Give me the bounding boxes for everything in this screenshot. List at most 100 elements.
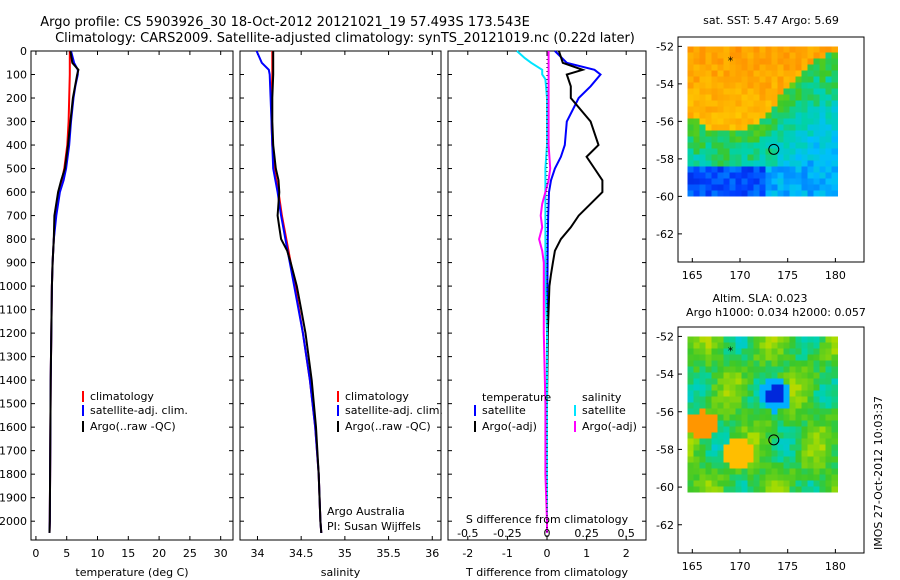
- depth-tick-label: 1600: [0, 421, 27, 434]
- diff-legend-title-salinity: salinity: [582, 391, 622, 404]
- depth-tick-label: 100: [6, 69, 27, 82]
- salinity-series-2: [271, 51, 323, 533]
- sla_map-ytick-label: -54: [656, 368, 674, 381]
- salinity-diff-tick-label: -0.5: [457, 527, 478, 540]
- depth-tick-label: 400: [6, 139, 27, 152]
- depth-tick-label: 1200: [0, 327, 27, 340]
- sla_map-float-marker: [768, 434, 780, 446]
- sla_map-ytick-label: -60: [656, 481, 674, 494]
- depth-tick-label: 1300: [0, 351, 27, 364]
- depth-tick-label: 1700: [0, 445, 27, 458]
- sla_map-star-marker: *: [728, 344, 734, 357]
- depth-tick-label: 1900: [0, 492, 27, 505]
- depth-tick-label: 2000: [0, 515, 27, 528]
- sst_map-ytick-label: -58: [656, 153, 674, 166]
- difference-xtick-label: 2: [623, 547, 630, 560]
- salinity-xtick-label: 34.5: [289, 547, 314, 560]
- diff-legend-label: satellite: [582, 404, 626, 417]
- temp-legend-label: climatology: [90, 390, 154, 403]
- sst-map-title: sat. SST: 5.47 Argo: 5.69: [703, 14, 839, 27]
- difference-xtick-label: 1: [583, 547, 590, 560]
- sla_map-xtick-label: 175: [777, 560, 798, 573]
- depth-tick-label: 1500: [0, 398, 27, 411]
- sst_map-ytick-label: -52: [656, 40, 674, 53]
- salinity-diff-xlabel: S difference from climatology: [466, 513, 629, 526]
- sla_map-ytick-label: -56: [656, 406, 674, 419]
- sst_map-xtick-label: 175: [777, 269, 798, 282]
- temperature-xtick-label: 30: [214, 547, 228, 560]
- sst_map-ytick-label: -56: [656, 115, 674, 128]
- sla_map-panel: 165 170 175 180 -52 -54 -56 -58 -60 -62 *: [656, 326, 865, 573]
- depth-tick-label: 1800: [0, 468, 27, 481]
- owner-line2: PI: Susan Wijffels: [327, 520, 421, 533]
- temperature-xtick-label: 15: [121, 547, 135, 560]
- sst_map-float-marker: [768, 143, 780, 155]
- temperature-xtick-label: 25: [183, 547, 197, 560]
- salinity-axes-box: [239, 50, 442, 541]
- difference-series-3: [538, 51, 552, 533]
- salinity-diff-tick-label: -0.25: [493, 527, 521, 540]
- sal-legend-label: climatology: [345, 390, 409, 403]
- salinity-panel: 34 34.5 35 35.5 36 salinity climatologysatelli…: [239, 50, 443, 579]
- sst_map-ytick-label: -54: [656, 78, 674, 91]
- sla-map-subtitle: Argo h1000: 0.034 h2000: 0.057: [686, 306, 866, 319]
- salinity-xlabel: salinity: [321, 566, 361, 579]
- sla_map-xtick-label: 170: [730, 560, 751, 573]
- depth-tick-label: 800: [6, 233, 27, 246]
- side-note: IMOS 27-Oct-2012 10:03:37: [872, 396, 885, 550]
- temperature-xtick-label: 10: [91, 547, 105, 560]
- temperature-axes-box: [30, 50, 234, 541]
- sst_map-xtick-label: 180: [825, 269, 846, 282]
- sal-legend-label: Argo(..raw -QC): [345, 420, 431, 433]
- salinity-xtick-label: 35: [338, 547, 352, 560]
- sla_map-ytick-label: -58: [656, 443, 674, 456]
- sla_map-xtick-label: 165: [682, 560, 703, 573]
- temperature-series-2: [48, 50, 80, 533]
- salinity-xtick-label: 35.5: [376, 547, 401, 560]
- sla-map-title: Altim. SLA: 0.023: [712, 292, 807, 305]
- depth-tick-label: 300: [6, 116, 27, 129]
- depth-tick-label: 1400: [0, 374, 27, 387]
- diff-legend-label: Argo(-adj): [482, 420, 537, 433]
- difference-xtick-label: 0: [544, 547, 551, 560]
- depth-tick-label: 1000: [0, 280, 27, 293]
- salinity-xtick-label: 36: [425, 547, 439, 560]
- salinity-diff-tick-label: 0: [544, 527, 551, 540]
- sla_map-ytick-label: -52: [656, 330, 674, 343]
- depth-tick-label: 600: [6, 186, 27, 199]
- depth-tick-label: 700: [6, 210, 27, 223]
- difference-xtick-label: -2: [462, 547, 473, 560]
- depth-tick-label: 0: [20, 45, 27, 58]
- side-note-text: IMOS 27-Oct-2012 10:03:37: [872, 396, 885, 550]
- difference-xtick-label: -1: [502, 547, 513, 560]
- temperature-xlabel: temperature (deg C): [75, 566, 188, 579]
- owner-line1: Argo Australia: [327, 505, 405, 518]
- sla_map-xtick-label: 180: [825, 560, 846, 573]
- sst_map-ytick-label: -60: [656, 190, 674, 203]
- sst_map-field: [687, 46, 838, 197]
- depth-tick-label: 900: [6, 257, 27, 270]
- sst_map-panel: 165 170 175 180 -52 -54 -56 -58 -60 -62 *: [656, 36, 865, 282]
- diff-legend-title-temperature: temperature: [482, 391, 551, 404]
- figure-title-line1: Argo profile: CS 5903926_30 18-Oct-2012 …: [40, 15, 530, 30]
- sla_map-field: [687, 336, 838, 493]
- sst_map-xtick-label: 170: [730, 269, 751, 282]
- sst_map-star-marker: *: [728, 54, 734, 67]
- salinity-diff-tick-label: 0.25: [574, 527, 599, 540]
- temperature-xtick-label: 20: [152, 547, 166, 560]
- difference-xlabel: T difference from climatology: [465, 566, 628, 579]
- depth-tick-label: 200: [6, 92, 27, 105]
- diff-legend-label: Argo(-adj): [582, 420, 637, 433]
- depth-tick-label: 500: [6, 163, 27, 176]
- difference-panel: -2 -1 0 1 2 T difference from climatology -0.5…: [447, 50, 647, 579]
- sst_map-ytick-label: -62: [656, 228, 674, 241]
- figure-title-line2: Climatology: CARS2009. Satellite-adjuste…: [55, 31, 635, 46]
- salinity-diff-tick-label: 0.5: [617, 527, 635, 540]
- sal-legend-label: satellite-adj. clim.: [345, 404, 443, 417]
- depth-tick-label: 1100: [0, 304, 27, 317]
- sla_map-ytick-label: -62: [656, 519, 674, 532]
- temp-legend-label: satellite-adj. clim.: [90, 404, 188, 417]
- diff-legend-label: satellite: [482, 404, 526, 417]
